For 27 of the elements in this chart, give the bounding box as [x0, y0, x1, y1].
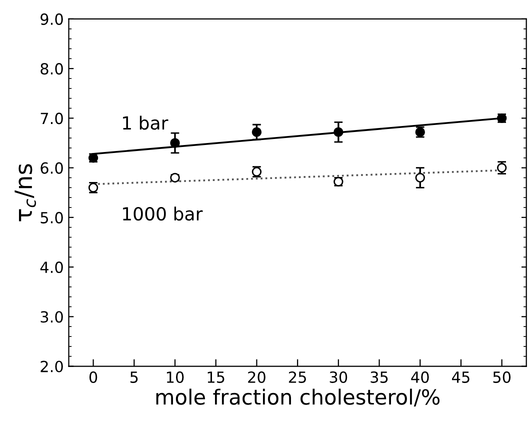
x-tick-label: 10: [166, 371, 184, 383]
x-tick-label: 20: [248, 371, 266, 383]
y-axis-title: τ$_{c}$/ns: [14, 164, 36, 222]
x-tick-label: 30: [330, 371, 348, 383]
x-tick-label: 15: [208, 372, 224, 383]
series-label: 1 bar: [123, 116, 168, 130]
x-tick-label: 40: [411, 371, 429, 383]
x-tick-label: 5: [130, 372, 138, 383]
point: [252, 127, 262, 137]
x-tick-label: 35: [370, 371, 388, 383]
y-tick-label: 6.0: [40, 162, 63, 174]
x-tick-label: 25: [288, 371, 306, 383]
x-axis-title: mole fraction cholesterol/%: [156, 388, 440, 406]
y-tick-label: 4.0: [40, 262, 63, 274]
x-tick-label: 0: [89, 371, 98, 383]
y-tick-label: 9.0: [40, 13, 63, 25]
y-tick-label: 5.0: [40, 212, 63, 224]
x-tick-label: 50: [493, 371, 511, 383]
point: [170, 138, 180, 148]
point: [415, 172, 425, 183]
series-label: 1000 bar: [123, 206, 203, 221]
y-tick-label: 2.0: [40, 360, 63, 372]
y-tick-label: 7.0: [40, 112, 63, 124]
y-tick-label: 3.0: [40, 311, 63, 323]
y-tick-label: 8.0: [40, 63, 63, 75]
point: [334, 127, 344, 137]
x-tick-label: 45: [452, 372, 470, 383]
